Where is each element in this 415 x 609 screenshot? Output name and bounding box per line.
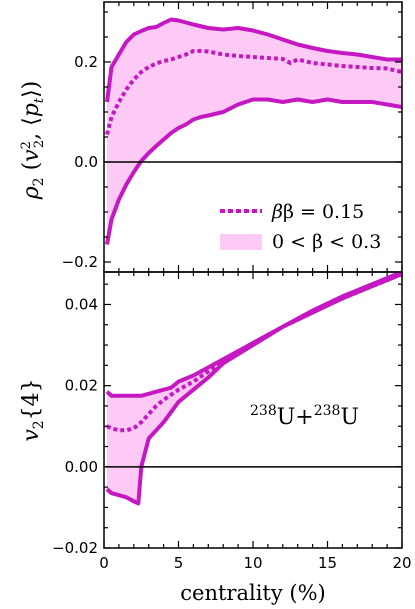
y-tick-label: −0.02 [52, 539, 98, 557]
top-ticks: −0.2 0.0 0.2 [62, 2, 403, 272]
collision-system-annotation: 238U+238U [250, 403, 359, 430]
y-tick-label: −0.2 [62, 253, 98, 271]
bottom-panel: 0 5 10 15 20 −0.02 0.00 0.02 0.04 v2{4} 238U+238… [19, 271, 412, 605]
x-tick-label: 5 [174, 554, 184, 572]
band-upper-line [105, 17, 402, 103]
y-tick-label: 0.2 [74, 53, 98, 71]
beta-015-dotted-line [105, 49, 402, 135]
band-fill [107, 272, 402, 504]
beta-015-dotted-line [106, 272, 402, 433]
bottom-ticks: 0 5 10 15 20 −0.02 0.00 0.02 0.04 [52, 272, 412, 572]
legend-label-band: 0 < β < 0.3 [272, 231, 381, 253]
band-lower-line [105, 97, 402, 245]
x-tick-label: 10 [243, 554, 262, 572]
x-tick-label: 15 [318, 554, 337, 572]
band-fill [107, 19, 402, 245]
legend-band-swatch [220, 234, 262, 250]
legend-label-dotted: ββ = 0.15 [271, 201, 364, 223]
y-tick-label: 0.0 [74, 153, 98, 171]
bottom-ylabel: v2{4} [19, 378, 47, 441]
top-panel: −0.2 0.0 0.2 ρ2 (v22, ⟨pt⟩) ββ = 0.15 0 < … [19, 1, 403, 273]
band-lower-line [105, 272, 402, 506]
x-tick-label: 20 [392, 554, 411, 572]
y-tick-label: 0.02 [65, 377, 98, 395]
legend: ββ = 0.15 0 < β < 0.3 [220, 201, 381, 253]
top-ylabel: ρ2 (v22, ⟨pt⟩) [19, 81, 47, 201]
x-tick-label: 0 [99, 554, 109, 572]
y-tick-label: 0.04 [65, 295, 98, 313]
y-tick-label: 0.00 [65, 458, 98, 476]
xlabel: centrality (%) [180, 581, 325, 605]
